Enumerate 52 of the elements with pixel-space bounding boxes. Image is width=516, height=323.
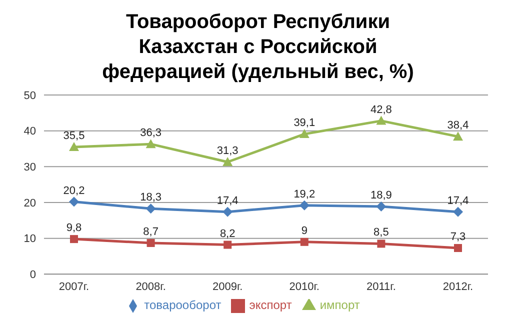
data-label: 8,2 (220, 228, 236, 240)
y-tick-label: 30 (24, 162, 36, 174)
point (377, 240, 386, 248)
data-label: 39,1 (294, 117, 316, 130)
data-label: 17,4 (447, 194, 469, 207)
data-label: 8,5 (374, 226, 389, 239)
data-label: 36,3 (140, 127, 162, 140)
point (222, 157, 233, 166)
point (146, 139, 156, 148)
y-tick-label: 20 (24, 197, 36, 210)
point (453, 132, 463, 141)
data-label: 31,3 (216, 145, 238, 158)
data-label: 38,4 (447, 120, 469, 132)
data-label: 18,3 (140, 192, 162, 204)
point (376, 201, 386, 212)
point (146, 204, 156, 214)
point (299, 200, 310, 210)
x-tick-label: 2010г. (289, 280, 320, 293)
point (376, 116, 386, 125)
legend-label: экспорт (249, 298, 292, 312)
point (454, 244, 462, 252)
data-label: 9,8 (66, 222, 82, 234)
data-label: 42,8 (370, 104, 392, 116)
legend-label: товарооборот (144, 298, 222, 312)
data-label: 19,2 (294, 188, 316, 200)
point (299, 129, 310, 138)
chart-title: Товарооборот Республики Казахстан с Российской федерацией (удельный вес, %) (101, 10, 415, 85)
y-tick-label: 10 (24, 233, 36, 246)
data-label: 35,5 (63, 130, 85, 142)
data-label: 20,2 (63, 184, 85, 197)
data-label: 8,7 (143, 226, 158, 238)
point (222, 206, 233, 217)
x-tick-label: 2008г. (136, 280, 166, 293)
point (300, 238, 308, 246)
point (69, 196, 79, 207)
point (146, 238, 155, 247)
y-tick-label: 0 (30, 269, 36, 282)
x-tick-label: 2011г. (366, 280, 396, 293)
point (453, 206, 463, 217)
data-label: 17,4 (216, 194, 238, 207)
point (69, 142, 79, 151)
point (224, 240, 232, 249)
data-label: 7,3 (450, 231, 466, 244)
x-tick-label: 2007г. (58, 280, 90, 293)
x-tick-label: 2009г. (212, 280, 243, 293)
data-label: 18,9 (370, 189, 392, 202)
y-tick-label: 40 (24, 126, 36, 138)
y-tick-label: 50 (24, 90, 36, 102)
data-label: 9 (301, 224, 308, 237)
legend-label: импорт (320, 298, 360, 312)
x-tick-label: 2012г. (442, 280, 474, 293)
point (70, 235, 78, 244)
